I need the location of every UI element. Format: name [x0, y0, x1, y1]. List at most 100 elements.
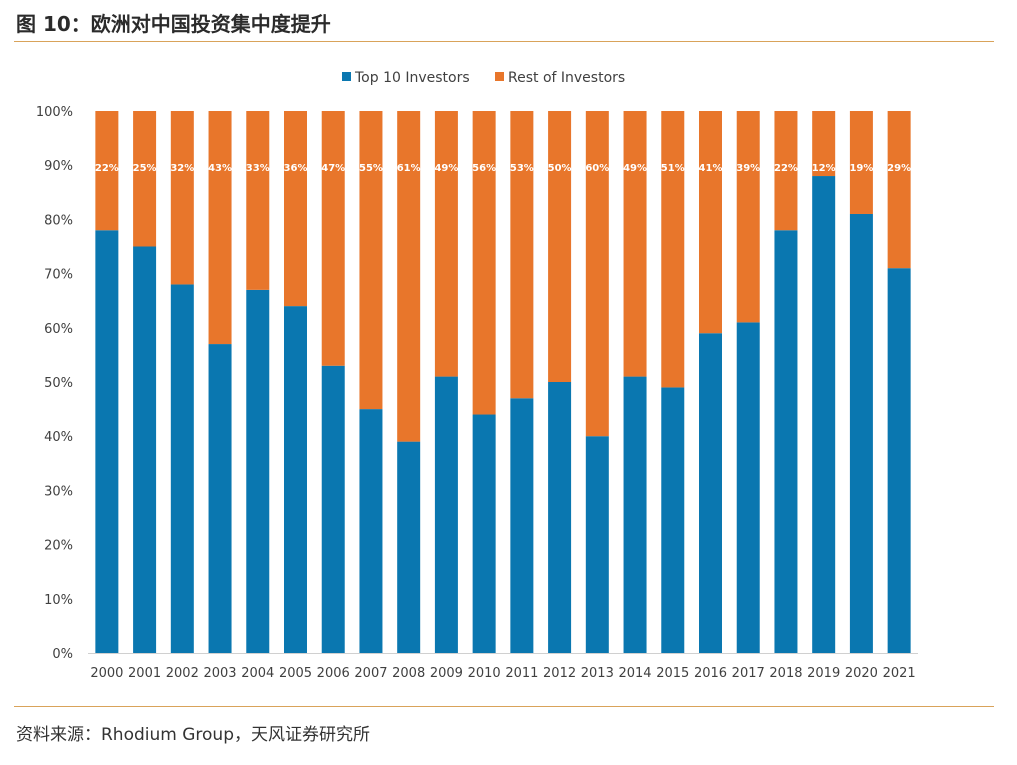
x-tick-label: 2020: [845, 666, 878, 681]
legend-swatch-top10: [342, 72, 351, 81]
data-label-2019: 12%: [812, 163, 836, 174]
x-tick-label: 2010: [468, 666, 501, 681]
y-tick-label: 100%: [36, 105, 73, 120]
data-label-2016: 41%: [699, 163, 723, 174]
bar-top10-2020: [849, 213, 873, 654]
x-tick-label: 2001: [128, 666, 161, 681]
bar-top10-2010: [472, 414, 496, 653]
y-tick-label: 0%: [52, 647, 73, 662]
bar-top10-2004: [246, 289, 270, 653]
x-tick-label: 2005: [279, 666, 312, 681]
figure-title: 图 10：欧洲对中国投资集中度提升: [16, 12, 331, 36]
bar-rest-2005: [284, 111, 307, 307]
bar-top10-2012: [548, 382, 572, 653]
x-tick-label: 2002: [166, 666, 199, 681]
bar-top10-2021: [887, 268, 911, 653]
bar-top10-2014: [623, 376, 647, 653]
bar-rest-2010: [472, 111, 496, 415]
x-tick-label: 2014: [618, 666, 651, 681]
data-label-2021: 29%: [887, 163, 911, 174]
bar-rest-2000: [95, 111, 119, 231]
bar-rest-2006: [321, 111, 345, 366]
x-tick-label: 2009: [430, 666, 463, 681]
data-label-2008: 61%: [397, 163, 421, 174]
y-tick-label: 20%: [44, 539, 73, 554]
x-tick-label: 2013: [581, 666, 614, 681]
x-tick-label: 2016: [694, 666, 727, 681]
bar-top10-2008: [397, 441, 421, 653]
bar-top10-2018: [774, 230, 798, 654]
bars: 22% 25% 32% 43% 33% 36% 47% 55% 61% 49% 56% 53% 50% 6…: [95, 111, 911, 654]
data-label-2007: 55%: [359, 163, 383, 174]
x-tick-label: 2003: [203, 666, 236, 681]
legend-label-top10: Top 10 Investors: [354, 70, 470, 86]
bar-rest-2011: [510, 111, 534, 399]
title-divider: [14, 41, 994, 42]
source-note: 资料来源：Rhodium Group，天风证券研究所: [16, 725, 370, 745]
x-tick-label: 2004: [241, 666, 274, 681]
data-label-2018: 22%: [774, 163, 798, 174]
bar-top10-2001: [133, 246, 157, 653]
x-tick-label: 2021: [883, 666, 916, 681]
data-label-2005: 36%: [284, 163, 308, 174]
x-tick-label: 2008: [392, 666, 425, 681]
data-label-2011: 53%: [510, 163, 534, 174]
bar-top10-2009: [434, 376, 458, 653]
x-tick-label: 2018: [769, 666, 802, 681]
y-tick-label: 40%: [44, 430, 73, 445]
bar-top10-2011: [510, 398, 534, 653]
bar-top10-2019: [812, 176, 836, 653]
y-tick-label: 70%: [44, 268, 73, 283]
bar-rest-2008: [397, 111, 421, 442]
bar-top10-2015: [661, 387, 685, 653]
y-tick-label: 90%: [44, 159, 73, 174]
data-label-2012: 50%: [548, 163, 572, 174]
bar-rest-2017: [736, 111, 760, 323]
bar-rest-2014: [623, 111, 647, 377]
bar-top10-2016: [699, 333, 722, 653]
bar-rest-2019: [812, 111, 836, 177]
bar-rest-2002: [170, 111, 194, 285]
x-tick-label: 2006: [317, 666, 350, 681]
data-label-2000: 22%: [95, 163, 119, 174]
y-tick-label: 10%: [44, 593, 73, 608]
data-label-2013: 60%: [585, 163, 609, 174]
data-label-2002: 32%: [170, 163, 194, 174]
y-tick-label: 80%: [44, 213, 73, 228]
legend-label-rest: Rest of Investors: [508, 70, 625, 86]
bar-rest-2013: [585, 111, 609, 437]
bar-top10-2017: [736, 322, 760, 653]
bar-top10-2002: [170, 284, 194, 653]
data-label-2010: 56%: [472, 163, 496, 174]
data-label-2014: 49%: [623, 163, 647, 174]
source-divider: [14, 706, 994, 707]
data-label-2004: 33%: [246, 163, 270, 174]
data-label-2003: 43%: [208, 163, 232, 174]
data-label-2009: 49%: [434, 163, 458, 174]
data-label-2017: 39%: [736, 163, 760, 174]
bar-top10-2007: [359, 409, 383, 653]
bar-rest-2015: [661, 111, 685, 388]
bar-rest-2003: [208, 111, 232, 345]
bar-rest-2012: [548, 111, 572, 382]
data-label-2001: 25%: [133, 163, 157, 174]
data-label-2020: 19%: [849, 163, 873, 174]
x-tick-label: 2007: [354, 666, 387, 681]
data-label-2015: 51%: [661, 163, 685, 174]
x-tick-label: 2017: [732, 666, 765, 681]
y-axis: 0% 10% 20% 30% 40% 50% 60% 70% 80% 90% 100%: [36, 105, 73, 662]
bar-rest-2016: [699, 111, 722, 334]
legend-swatch-rest: [495, 72, 504, 81]
bar-rest-2021: [887, 111, 911, 269]
chart-legend: Top 10 Investors Rest of Investors: [342, 70, 625, 86]
x-tick-label: 2019: [807, 666, 840, 681]
x-tick-label: 2012: [543, 666, 576, 681]
bar-top10-2000: [95, 230, 119, 654]
y-tick-label: 30%: [44, 484, 73, 499]
bar-top10-2003: [208, 344, 232, 653]
bar-top10-2013: [585, 436, 609, 653]
bar-top10-2006: [321, 365, 345, 653]
bar-rest-2009: [434, 111, 458, 377]
bar-rest-2018: [774, 111, 798, 231]
bar-rest-2001: [133, 111, 157, 247]
